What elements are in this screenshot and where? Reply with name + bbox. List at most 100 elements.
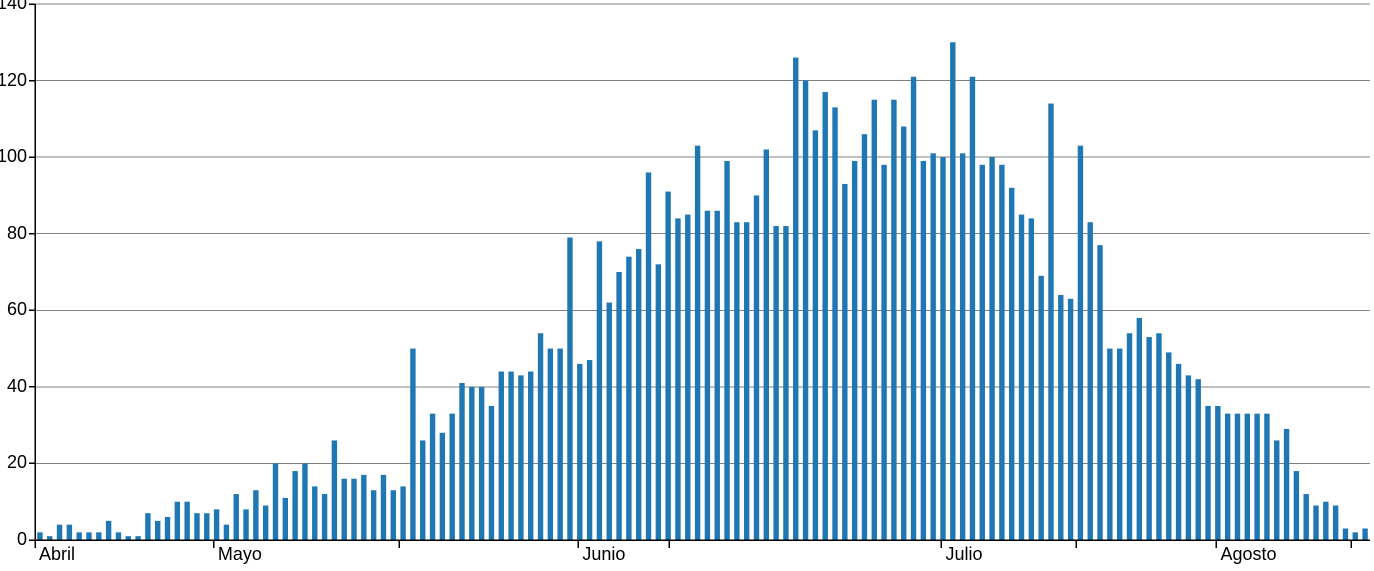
bar [224, 525, 229, 540]
bar [1019, 215, 1024, 540]
bar [548, 349, 553, 540]
bar [538, 333, 543, 540]
bar [685, 215, 690, 540]
bar [1323, 502, 1328, 540]
bar [116, 532, 121, 540]
bar [567, 238, 572, 540]
bar [214, 509, 219, 540]
bar [675, 218, 680, 540]
bar [1254, 414, 1259, 540]
bar [1205, 406, 1210, 540]
bar [940, 157, 945, 540]
bar [1097, 245, 1102, 540]
bar [332, 440, 337, 540]
bar [1313, 506, 1318, 540]
bar [754, 195, 759, 540]
bar [1333, 506, 1338, 540]
bar [881, 165, 886, 540]
bar [1107, 349, 1112, 540]
bar [1362, 529, 1367, 540]
bar [1029, 218, 1034, 540]
bar [243, 509, 248, 540]
bar [1117, 349, 1122, 540]
bar [57, 525, 62, 540]
bar [921, 161, 926, 540]
y-tick-label: 140 [0, 0, 27, 14]
bar [1225, 414, 1230, 540]
bar [597, 241, 602, 540]
bar [980, 165, 985, 540]
bar [1127, 333, 1132, 540]
bar [1137, 318, 1142, 540]
x-tick-label: Mayo [218, 544, 262, 565]
bar [1235, 414, 1240, 540]
y-tick-label: 40 [7, 376, 27, 397]
y-tick-label: 100 [0, 146, 27, 167]
bar [400, 486, 405, 540]
bar [381, 475, 386, 540]
bar [499, 372, 504, 540]
bar [253, 490, 258, 540]
bar [430, 414, 435, 540]
bar [842, 184, 847, 540]
bar [616, 272, 621, 540]
bar [715, 211, 720, 540]
bar [361, 475, 366, 540]
bar [656, 264, 661, 540]
bar [832, 107, 837, 540]
bar [1294, 471, 1299, 540]
bar [607, 303, 612, 540]
bar [1078, 146, 1083, 540]
bar [391, 490, 396, 540]
bar [1245, 414, 1250, 540]
bar-chart [0, 0, 1374, 571]
bar [312, 486, 317, 540]
bar [322, 494, 327, 540]
bar [695, 146, 700, 540]
bar [342, 479, 347, 540]
bar [823, 92, 828, 540]
bar [734, 222, 739, 540]
bar [793, 58, 798, 540]
bar [449, 414, 454, 540]
bar [764, 149, 769, 540]
bar [950, 42, 955, 540]
bar [1284, 429, 1289, 540]
bar [292, 471, 297, 540]
bar [1166, 352, 1171, 540]
bar [479, 387, 484, 540]
bar [518, 375, 523, 540]
bar [155, 521, 160, 540]
bar [783, 226, 788, 540]
bar [911, 77, 916, 540]
bar [410, 349, 415, 540]
x-tick-label: Julio [945, 544, 982, 565]
bar [184, 502, 189, 540]
bar [587, 360, 592, 540]
bar [37, 532, 42, 540]
bar [665, 192, 670, 540]
bar [508, 372, 513, 540]
bar [773, 226, 778, 540]
bar [145, 513, 150, 540]
bar [989, 157, 994, 540]
bar [302, 463, 307, 540]
bar [1186, 375, 1191, 540]
bar [76, 532, 81, 540]
y-tick-label: 20 [7, 452, 27, 473]
bar [86, 532, 91, 540]
bar [204, 513, 209, 540]
bar [96, 532, 101, 540]
x-tick-label: Abril [39, 544, 75, 565]
bar [1343, 529, 1348, 540]
bar [1176, 364, 1181, 540]
bar [852, 161, 857, 540]
bar [440, 433, 445, 540]
bar [489, 406, 494, 540]
bar [234, 494, 239, 540]
bar [263, 506, 268, 540]
bar [1009, 188, 1014, 540]
bar [459, 383, 464, 540]
bar [1353, 532, 1358, 540]
bar [351, 479, 356, 540]
